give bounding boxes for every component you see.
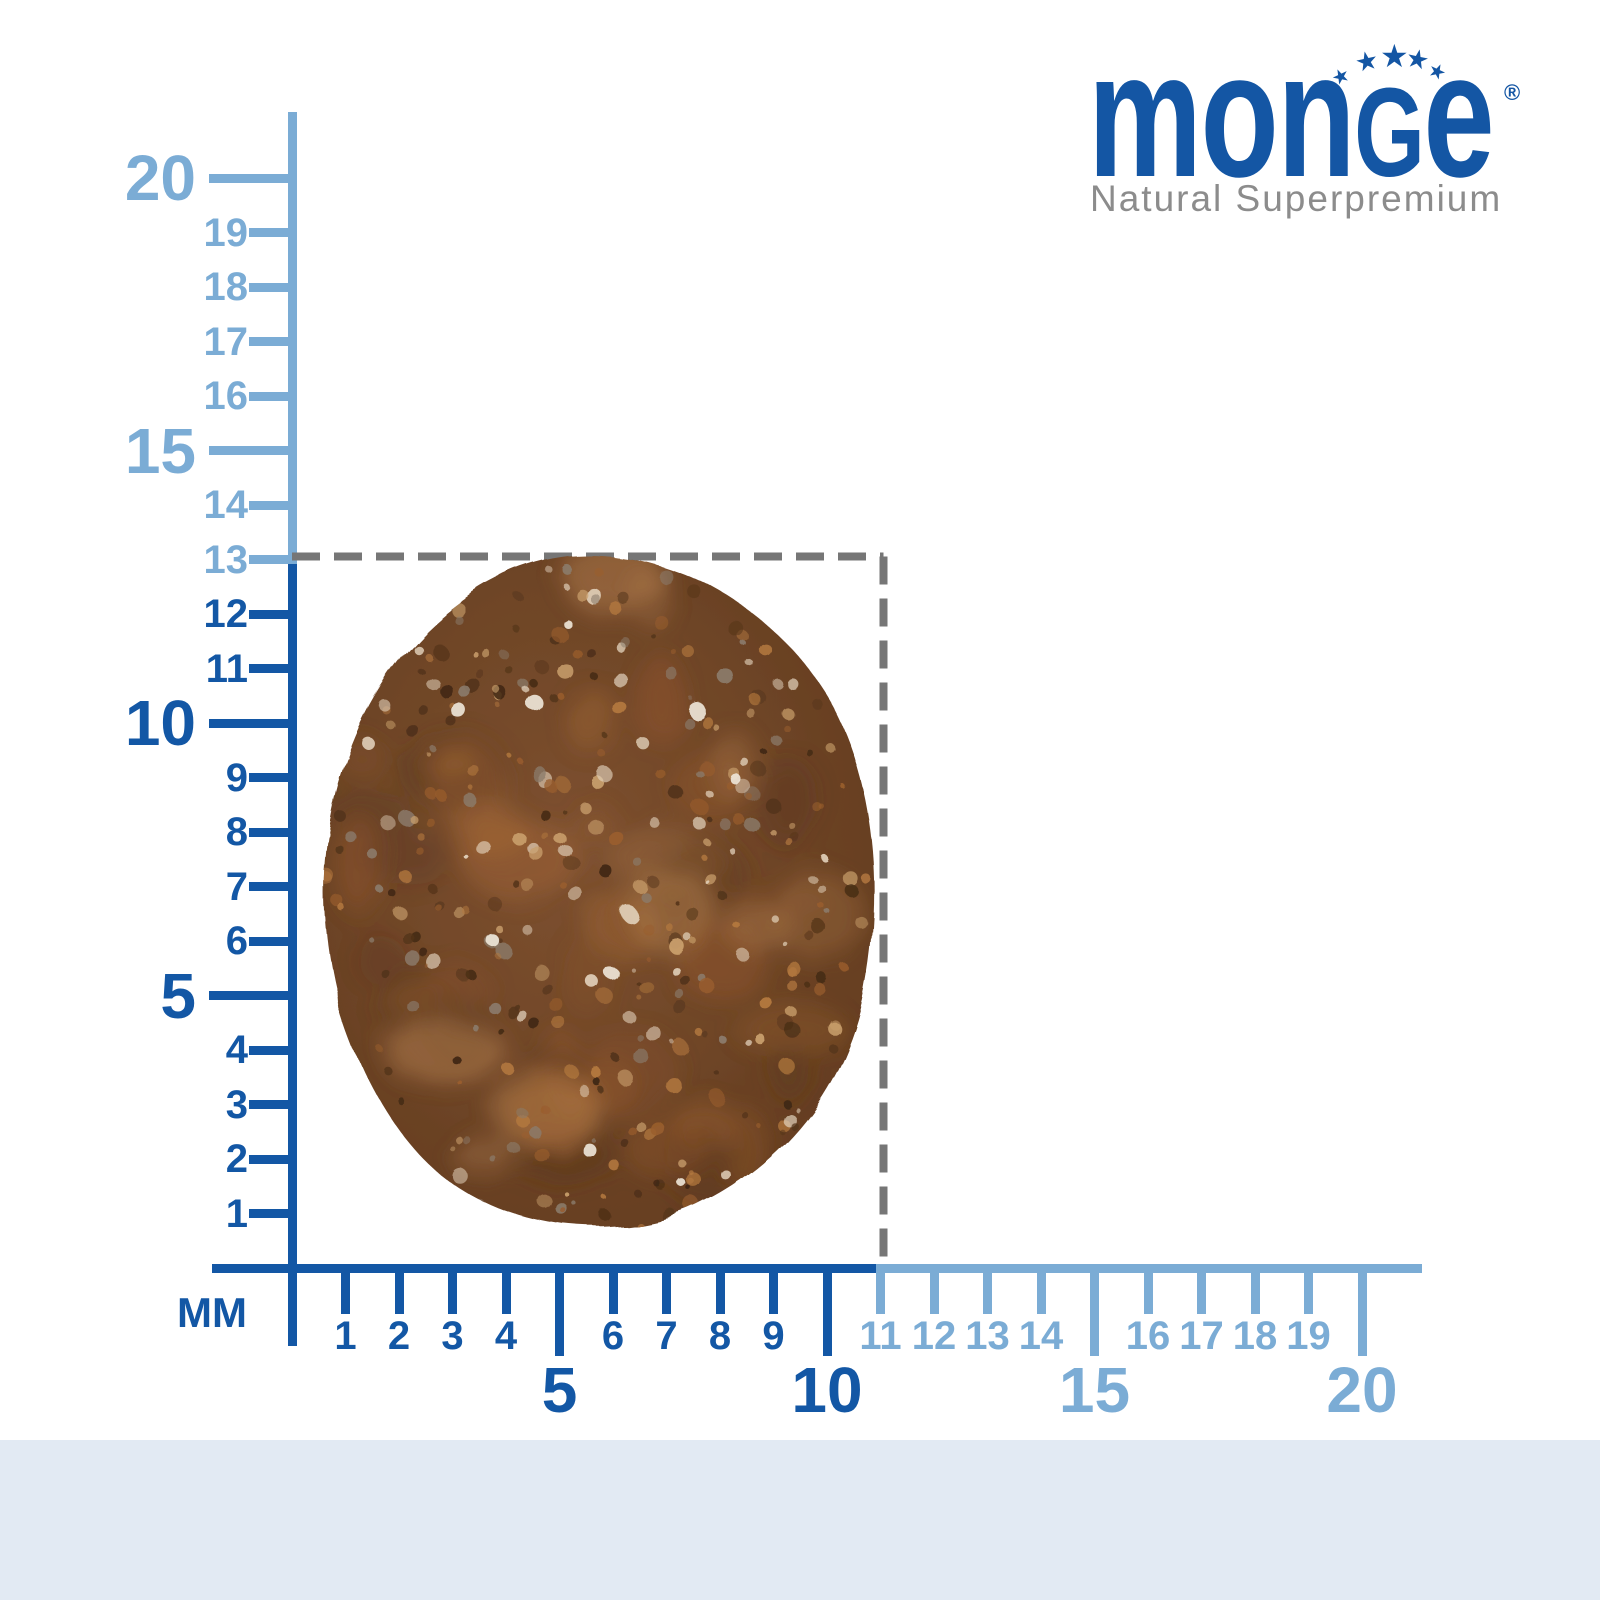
h-ruler-label-2: 2 [387, 1314, 411, 1358]
v-ruler-label-14: 14 [203, 483, 249, 527]
v-axis-dark [287, 559, 297, 1346]
h-ruler-tick-1 [341, 1263, 350, 1314]
h-ruler-label-20: 20 [1326, 1354, 1398, 1426]
v-ruler-label-15: 15 [124, 414, 196, 487]
v-ruler-tick-18 [248, 282, 297, 292]
h-ruler-label-8: 8 [708, 1314, 732, 1358]
h-ruler-tick-12 [929, 1263, 939, 1314]
h-ruler-label-9: 9 [762, 1314, 785, 1358]
v-ruler-tick-2 [248, 1154, 297, 1164]
logo-subtitle: Natural Superpremium [1090, 178, 1503, 219]
h-ruler-label-17: 17 [1179, 1314, 1224, 1358]
v-ruler-label-9: 9 [225, 755, 248, 800]
v-ruler-label-5: 5 [160, 959, 196, 1032]
v-ruler-label-1: 1 [225, 1191, 248, 1236]
footer-disclaimer: *ЦВЕТ, ФОРМА И РАЗМЕР ГРАНУЛ МОГУТ НЕЗНА… [0, 1440, 1600, 1600]
monge-wordmark: monGe [1088, 26, 1495, 222]
v-ruler-label-12: 12 [203, 592, 249, 636]
v-ruler-tick-5 [208, 991, 297, 1000]
h-ruler-label-5: 5 [541, 1354, 578, 1426]
v-ruler-label-17: 17 [203, 319, 249, 364]
h-ruler-label-4: 4 [494, 1314, 518, 1358]
h-ruler-tick-16 [1143, 1263, 1153, 1314]
v-ruler-tick-10 [208, 718, 297, 728]
h-ruler-label-3: 3 [441, 1314, 464, 1358]
h-ruler-label-13: 13 [965, 1314, 1010, 1358]
h-ruler-tick-6 [608, 1263, 618, 1314]
h-ruler-label-7: 7 [655, 1314, 678, 1358]
v-ruler-tick-16 [248, 391, 297, 401]
h-ruler-tick-18 [1250, 1263, 1260, 1314]
h-ruler-tick-14 [1036, 1263, 1046, 1314]
v-ruler-label-2: 2 [225, 1137, 248, 1181]
logo-star-icon: ★ [1380, 38, 1409, 74]
v-ruler-tick-15 [208, 446, 297, 455]
v-ruler-label-7: 7 [225, 864, 248, 909]
v-ruler-label-13: 13 [203, 537, 249, 582]
v-axis-light [287, 112, 297, 560]
v-ruler-tick-7 [248, 882, 297, 891]
v-ruler-tick-12 [248, 609, 297, 619]
kibble-body [324, 556, 875, 1228]
v-ruler-tick-6 [248, 936, 297, 946]
v-ruler-label-11: 11 [205, 646, 248, 691]
v-ruler-tick-19 [248, 228, 297, 237]
h-ruler-label-12: 12 [911, 1314, 957, 1358]
h-ruler-tick-11 [876, 1263, 885, 1314]
wordmark-post: e [1423, 15, 1494, 214]
v-ruler-tick-4 [248, 1045, 297, 1055]
h-ruler-tick-7 [662, 1263, 671, 1314]
h-ruler-tick-10 [822, 1263, 832, 1356]
h-ruler-label-10: 10 [791, 1354, 863, 1426]
h-ruler-label-19: 19 [1286, 1314, 1331, 1358]
h-ruler-tick-20 [1357, 1263, 1367, 1356]
unit-label: ММ [177, 1289, 247, 1336]
h-ruler-tick-8 [715, 1263, 725, 1314]
v-ruler-label-3: 3 [225, 1082, 248, 1127]
h-ruler-label-6: 6 [601, 1314, 625, 1358]
v-ruler-label-20: 20 [124, 142, 196, 214]
v-ruler-tick-1 [248, 1209, 297, 1218]
v-ruler-tick-3 [248, 1100, 297, 1109]
h-ruler-tick-3 [448, 1263, 457, 1314]
v-ruler-label-19: 19 [203, 210, 249, 255]
v-ruler-tick-9 [248, 773, 297, 782]
h-axis-dark [212, 1263, 881, 1273]
monge-logo: ★ ★ ★ ★ ★ monGe ® Natural Superpremium [1085, 0, 1565, 240]
h-ruler-tick-9 [769, 1263, 778, 1314]
h-ruler-tick-15 [1090, 1263, 1099, 1356]
h-ruler-tick-19 [1304, 1263, 1313, 1314]
wordmark-pre: mon [1088, 15, 1356, 214]
h-ruler-label-18: 18 [1232, 1314, 1278, 1358]
h-ruler-label-1: 1 [334, 1314, 357, 1358]
h-ruler-tick-5 [555, 1263, 564, 1356]
v-ruler-tick-20 [208, 173, 297, 183]
h-ruler-label-11: 11 [859, 1314, 902, 1358]
h-ruler-label-15: 15 [1058, 1354, 1131, 1426]
v-ruler-label-4: 4 [225, 1028, 248, 1072]
h-ruler-tick-17 [1197, 1263, 1206, 1314]
v-ruler-label-10: 10 [124, 687, 196, 759]
v-ruler-tick-11 [248, 664, 297, 673]
v-ruler-label-18: 18 [203, 265, 249, 309]
h-ruler-tick-2 [394, 1263, 404, 1314]
h-ruler-label-16: 16 [1125, 1314, 1171, 1358]
h-ruler-tick-4 [501, 1263, 511, 1314]
v-ruler-tick-14 [248, 500, 297, 510]
v-ruler-tick-13 [248, 555, 297, 564]
v-ruler-label-8: 8 [225, 810, 248, 854]
registered-mark: ® [1504, 80, 1521, 105]
wordmark-g: G [1354, 62, 1425, 203]
v-ruler-tick-17 [248, 337, 297, 346]
h-ruler-label-14: 14 [1018, 1314, 1064, 1358]
v-ruler-label-6: 6 [225, 919, 248, 963]
v-ruler-tick-8 [248, 827, 297, 837]
h-ruler-tick-13 [983, 1263, 992, 1314]
v-ruler-label-16: 16 [203, 374, 249, 418]
